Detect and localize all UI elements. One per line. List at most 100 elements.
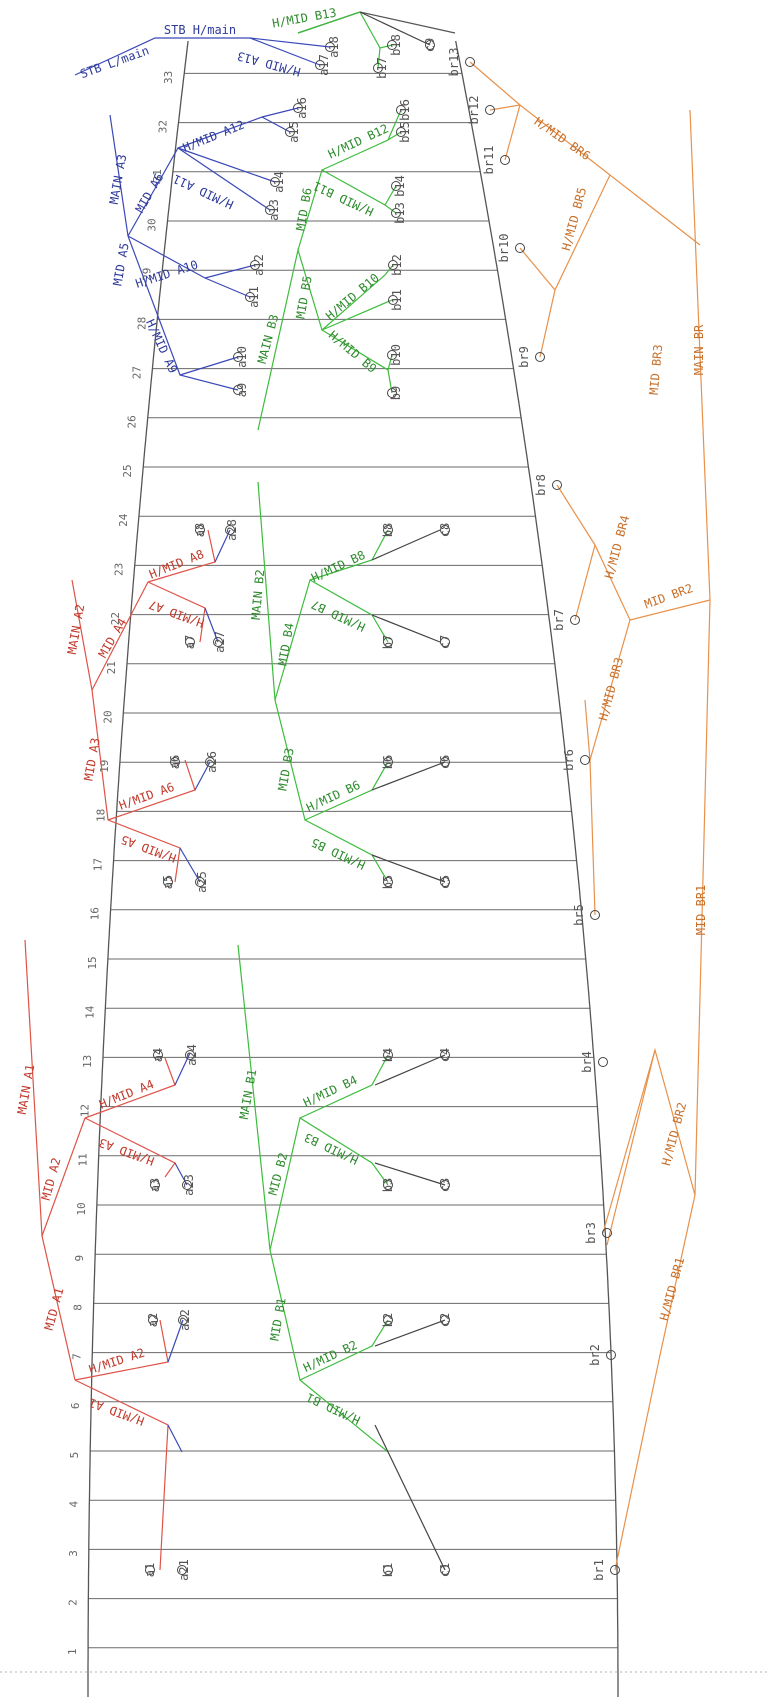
rib-number: 9 [73, 1255, 86, 1262]
attach-label-a25: a25 [195, 871, 209, 893]
label-mid-a6: MID A6 [133, 171, 167, 216]
mid-a2-line [41, 1117, 86, 1237]
attach-ring-c7 [440, 637, 450, 647]
hmid-a13-line [249, 37, 331, 48]
rib-number: 18 [95, 809, 108, 822]
attach-label-a1: a1 [143, 1563, 157, 1577]
attach-ring-b16 [396, 105, 406, 115]
rib-number: 5 [68, 1452, 81, 1459]
attach-ring-b17 [373, 63, 383, 73]
attach-label-a28: a28 [225, 519, 239, 541]
rib-number: 14 [83, 1005, 96, 1019]
label-hmid-a3: H/MID A3 [97, 1135, 156, 1168]
attach-label-a15: a15 [287, 121, 301, 143]
attach-ring-a27 [213, 637, 223, 647]
attach-ring-b3 [383, 1180, 393, 1190]
main-b2-line [257, 481, 389, 883]
attach-ring-b4 [383, 1050, 393, 1060]
br8-line [556, 484, 596, 546]
label-mid-a2: MID A2 [39, 1156, 64, 1202]
attach-label-br5: br5 [572, 904, 586, 926]
attach-ring-c2 [440, 1315, 450, 1325]
attach-label-b7: b7 [381, 635, 395, 649]
stb-line [74, 37, 321, 76]
a27-line [204, 607, 219, 643]
label-hmid-a13: H/MID A13 [236, 49, 302, 79]
attach-label-b18: b18 [389, 34, 403, 56]
attach-ring-a3 [150, 1180, 160, 1190]
label-mid-br3: MID BR3 [647, 344, 665, 396]
attach-label-a21: a21 [177, 1559, 191, 1581]
attach-ring-a28 [225, 525, 235, 535]
rib-number: 28 [135, 317, 148, 330]
attach-label-b10: b10 [389, 344, 403, 366]
mid-b4-line [274, 579, 389, 701]
attach-ring-br5 [590, 910, 600, 920]
attach-ring-a25 [195, 877, 205, 887]
rib-number: 32 [157, 120, 170, 133]
hmid-b9b-line [387, 354, 393, 371]
hmid-b13b-line [379, 44, 393, 49]
a24-line [174, 1052, 191, 1086]
hmid-b10-line [321, 299, 393, 331]
attach-ring-b11 [388, 295, 398, 305]
label-stb-h: STB H/main [164, 23, 236, 37]
hmid-a10b-line [204, 264, 256, 279]
a25-line [179, 847, 201, 883]
hmid-a11b-line [177, 147, 276, 183]
label-hmid-b1: H/MID B1 [304, 1390, 362, 1427]
label-mid-b5: MID B5 [293, 275, 314, 320]
rib-number: 21 [105, 661, 118, 674]
attach-ring-b1 [383, 1565, 393, 1575]
rib-number: 17 [92, 858, 105, 871]
attach-label-br2: br2 [588, 1344, 602, 1366]
attach-ring-br3 [602, 1228, 612, 1238]
attach-label-b3: b3 [381, 1178, 395, 1192]
attach-label-c3: c3 [438, 1178, 452, 1192]
attach-ring-a4 [153, 1050, 163, 1060]
label-mid-b4: MID B4 [275, 622, 296, 667]
attach-ring-a26 [205, 757, 215, 767]
attach-label-a10: a10 [235, 346, 249, 368]
mid-br2-line [589, 599, 711, 916]
suspension-lines [24, 11, 711, 1571]
label-stb-l: STB L/main [78, 43, 151, 81]
rib-number: 10 [75, 1202, 88, 1215]
br10-line [519, 247, 556, 291]
rib-number: 33 [162, 71, 175, 84]
label-hmid-a11: H/MID A11 [171, 172, 236, 212]
attach-label-b8: b8 [381, 523, 395, 537]
attach-label-b4: b4 [381, 1048, 395, 1062]
rib-number: 12 [79, 1104, 92, 1117]
attach-label-b11: b11 [390, 289, 404, 311]
rib-number: 6 [69, 1402, 82, 1409]
attach-label-br10: br10 [497, 234, 511, 263]
attach-label-a26: a26 [205, 751, 219, 773]
attach-ring-br12 [485, 105, 495, 115]
c3-line [374, 1162, 446, 1186]
label-hmid-b8: H/MID B8 [309, 548, 367, 585]
attach-label-a11: a11 [247, 286, 261, 308]
attach-label-a3: a3 [148, 1178, 162, 1192]
a22-line [167, 1319, 184, 1363]
attach-label-b1: b1 [381, 1563, 395, 1577]
attach-ring-a23 [182, 1180, 192, 1190]
rib-number: 4 [67, 1501, 80, 1508]
attach-label-a14: a14 [272, 171, 286, 193]
label-hmid-b5: H/MID B5 [309, 835, 367, 872]
attach-ring-br2 [606, 1350, 616, 1360]
rib-number: 22 [109, 612, 122, 625]
attach-ring-a15 [285, 127, 295, 137]
rib-lines [88, 72, 618, 1649]
mid-a4-line [91, 581, 149, 691]
label-hmid-b3: H/MID B3 [302, 1130, 360, 1167]
attach-ring-a11 [245, 292, 255, 302]
label-main-br: MAIN BR [692, 324, 706, 375]
attach-label-a12: a12 [252, 254, 266, 276]
attach-label-br11: br11 [482, 146, 496, 175]
attach-ring-a5 [163, 877, 173, 887]
attach-label-br8: br8 [534, 474, 548, 496]
attach-ring-br13 [465, 57, 475, 67]
attach-label-a24: a24 [185, 1044, 199, 1066]
